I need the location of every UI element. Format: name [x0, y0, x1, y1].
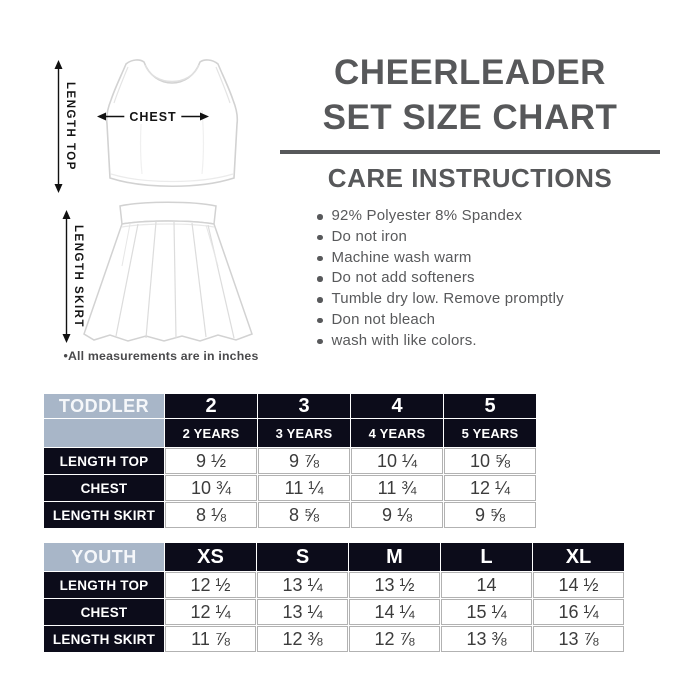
- measurement-value: 14 ¼: [349, 599, 440, 625]
- size-header: 3: [258, 394, 350, 418]
- measurement-value: 8 ⅝: [258, 502, 350, 528]
- row-label: LENGTH TOP: [44, 572, 164, 598]
- measurement-value: 11 ⅞: [165, 626, 256, 652]
- care-instructions-heading: CARE INSTRUCTIONS: [327, 163, 613, 193]
- header-section: CHEERLEADER SET SIZE CHART CARE INSTRUCT…: [280, 50, 660, 353]
- bullet-icon: [317, 317, 323, 324]
- size-header: M: [349, 543, 440, 571]
- row-label: LENGTH SKIRT: [44, 502, 164, 528]
- measurement-value: 13 ⅞: [533, 626, 624, 652]
- skirt-illustration: [68, 196, 268, 351]
- youth-size-table: YOUTH XS S M L XL LENGTH TOP 12 ½ 13 ¼ 1…: [43, 542, 625, 653]
- measurement-value: 9 ½: [165, 448, 257, 474]
- measurement-value: 12 ¼: [165, 599, 256, 625]
- length-top-arrow-icon: [54, 60, 63, 193]
- measurement-value: 13 ¼: [257, 572, 348, 598]
- bullet-icon: [317, 234, 323, 241]
- measurement-value: 9 ⅛: [351, 502, 443, 528]
- size-header: 4: [351, 394, 443, 418]
- bullet-icon: [317, 276, 323, 282]
- toddler-group-header: TODDLER: [44, 394, 164, 418]
- care-item-text: Do not iron: [331, 227, 408, 245]
- table-row: YOUTH XS S M L XL: [44, 543, 624, 571]
- row-label: LENGTH SKIRT: [44, 626, 164, 652]
- measurement-value: 8 ⅛: [165, 502, 257, 528]
- size-subheader: 3 YEARS: [258, 419, 350, 447]
- measurement-value: 14: [441, 572, 532, 598]
- size-header: XL: [533, 543, 624, 571]
- care-item: Tumble dry low. Remove promptly: [317, 290, 660, 311]
- measurement-value: 13 ½: [349, 572, 440, 598]
- care-item-text: Machine wash warm: [331, 248, 472, 266]
- care-item: Don not bleach: [317, 311, 660, 332]
- measurement-value: 12 ⅜: [257, 626, 348, 652]
- care-item-text: Don not bleach: [331, 310, 436, 328]
- youth-group-header: YOUTH: [44, 543, 164, 571]
- care-item-text: Do not add softeners: [331, 269, 475, 287]
- size-header: S: [257, 543, 348, 571]
- size-header: 5: [444, 394, 536, 418]
- care-item: 92% Polyester 8% Spandex: [317, 207, 660, 228]
- row-label: LENGTH TOP: [44, 448, 164, 474]
- bullet-icon: [317, 338, 323, 345]
- size-header: L: [441, 543, 532, 571]
- table-row: LENGTH TOP 12 ½ 13 ¼ 13 ½ 14 14 ½: [44, 572, 624, 598]
- measurement-value: 13 ¼: [257, 599, 348, 625]
- measurements-note: •All measurements are in inches: [63, 349, 259, 363]
- size-subheader: 2 YEARS: [165, 419, 257, 447]
- length-skirt-label: LENGTH SKIRT: [72, 225, 84, 328]
- measurement-value: 13 ⅜: [441, 626, 532, 652]
- table-row: LENGTH TOP 9 ½ 9 ⅞ 10 ¼ 10 ⅝: [44, 448, 536, 474]
- measurement-value: 11 ¾: [351, 475, 443, 501]
- table-row: TODDLER 2 3 4 5: [44, 394, 536, 418]
- measurement-value: 10 ¼: [351, 448, 443, 474]
- toddler-size-table: TODDLER 2 3 4 5 2 YEARS 3 YEARS 4 YEARS …: [43, 393, 537, 529]
- row-label: CHEST: [44, 599, 164, 625]
- table-row: CHEST 10 ¾ 11 ¼ 11 ¾ 12 ¼: [44, 475, 536, 501]
- measurement-value: 12 ¼: [444, 475, 536, 501]
- title-divider: [280, 150, 660, 154]
- measurement-value: 12 ½: [165, 572, 256, 598]
- measurement-value: 9 ⅝: [444, 502, 536, 528]
- page-title: CHEERLEADER SET SIZE CHART: [280, 50, 660, 140]
- care-item: Do not add softeners: [317, 269, 660, 290]
- care-item-text: 92% Polyester 8% Spandex: [331, 207, 523, 224]
- table-row: LENGTH SKIRT 8 ⅛ 8 ⅝ 9 ⅛ 9 ⅝: [44, 502, 536, 528]
- care-item-text: wash with like colors.: [331, 331, 477, 349]
- size-header: XS: [165, 543, 256, 571]
- measurement-value: 10 ¾: [165, 475, 257, 501]
- table-row: LENGTH SKIRT 11 ⅞ 12 ⅜ 12 ⅞ 13 ⅜ 13 ⅞: [44, 626, 624, 652]
- table-row: CHEST 12 ¼ 13 ¼ 14 ¼ 15 ¼ 16 ¼: [44, 599, 624, 625]
- chest-label: CHEST: [124, 109, 182, 124]
- measurement-value: 14 ½: [533, 572, 624, 598]
- length-skirt-arrow-icon: [62, 210, 71, 343]
- page-title-line1: CHEERLEADER: [334, 53, 606, 92]
- size-header: 2: [165, 394, 257, 418]
- toddler-subheader-spacer: [44, 419, 164, 447]
- measurement-value: 11 ¼: [258, 475, 350, 501]
- page-title-line2: SET SIZE CHART: [322, 98, 618, 137]
- bullet-icon: [317, 255, 323, 262]
- measurement-value: 9 ⅞: [258, 448, 350, 474]
- care-item-text: Tumble dry low. Remove promptly: [331, 290, 564, 308]
- row-label: CHEST: [44, 475, 164, 501]
- table-row: 2 YEARS 3 YEARS 4 YEARS 5 YEARS: [44, 419, 536, 447]
- chest-arrow-icon: CHEST: [97, 109, 209, 124]
- measurement-value: 10 ⅝: [444, 448, 536, 474]
- care-item: Do not iron: [317, 228, 660, 249]
- bullet-icon: [317, 214, 323, 220]
- care-item: Machine wash warm: [317, 249, 660, 270]
- length-top-label: LENGTH TOP: [64, 82, 76, 171]
- bullet-icon: [317, 297, 323, 303]
- measurement-value: 15 ¼: [441, 599, 532, 625]
- size-subheader: 4 YEARS: [351, 419, 443, 447]
- measurement-value: 16 ¼: [533, 599, 624, 625]
- measurement-value: 12 ⅞: [349, 626, 440, 652]
- care-instructions-list: 92% Polyester 8% Spandex Do not iron Mac…: [280, 207, 660, 353]
- care-item: wash with like colors.: [317, 332, 660, 353]
- size-subheader: 5 YEARS: [444, 419, 536, 447]
